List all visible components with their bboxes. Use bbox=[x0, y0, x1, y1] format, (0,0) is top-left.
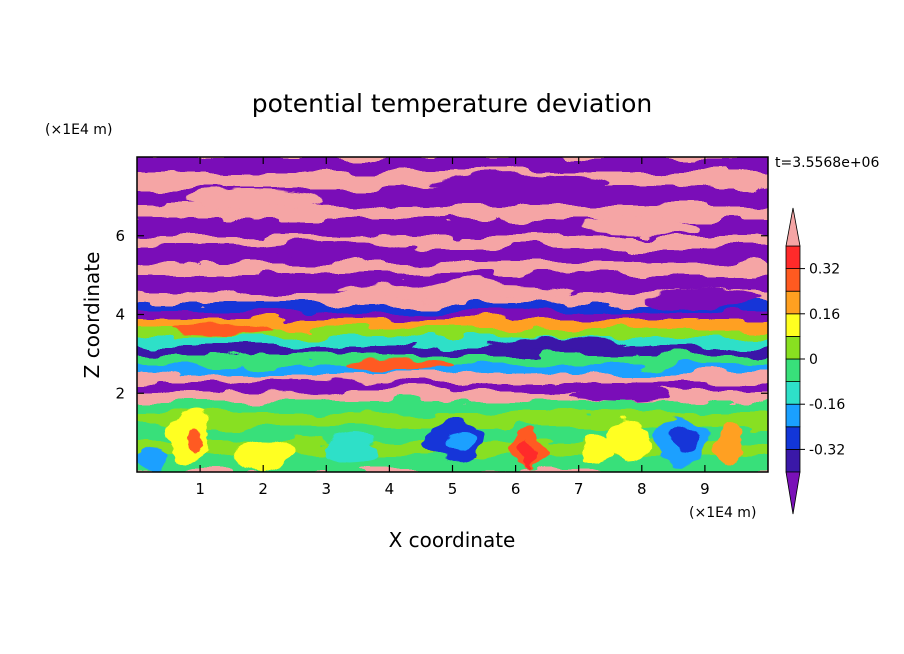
plot-field bbox=[137, 157, 768, 472]
field-band bbox=[137, 311, 768, 319]
field-band bbox=[137, 337, 768, 347]
x-axis-ticks: 1 2 3 4 5 6 7 8 9 bbox=[195, 157, 710, 498]
field-eddy bbox=[446, 431, 474, 449]
field-eddy bbox=[250, 243, 410, 257]
x-tick-label: 9 bbox=[700, 480, 710, 498]
field-band bbox=[137, 383, 768, 391]
field-band bbox=[137, 293, 768, 303]
field-eddy bbox=[170, 324, 270, 336]
field-band bbox=[137, 347, 768, 355]
x-tick-label: 4 bbox=[385, 480, 395, 498]
colorbar-segment bbox=[785, 290, 801, 315]
colorbar-segment bbox=[785, 403, 801, 428]
time-label: t=3.5568e+06 bbox=[775, 155, 879, 171]
field-band bbox=[137, 355, 768, 365]
x-tick-label: 3 bbox=[322, 480, 332, 498]
field-eddy bbox=[180, 191, 320, 209]
x-tick-label: 1 bbox=[195, 480, 205, 498]
field-eddy bbox=[430, 175, 610, 195]
field-eddy bbox=[137, 448, 166, 472]
colorbar-segment bbox=[785, 268, 801, 292]
colorbar-segment bbox=[785, 335, 801, 360]
field-band bbox=[137, 373, 768, 383]
x-unit-label: (×1E4 m) bbox=[689, 505, 756, 521]
colorbar-segment bbox=[785, 448, 801, 473]
colorbar-label: 0 bbox=[809, 352, 818, 368]
colorbar-segment bbox=[785, 245, 801, 270]
field-eddy bbox=[570, 389, 670, 401]
field-eddy bbox=[230, 378, 370, 392]
y-tick-label: 6 bbox=[115, 227, 125, 245]
field-band bbox=[137, 235, 768, 247]
colorbar-segment bbox=[785, 426, 801, 450]
field-band bbox=[137, 329, 768, 337]
field-eddy bbox=[340, 282, 580, 298]
chart-title: potential temperature deviation bbox=[252, 89, 652, 118]
colorbar: 0.32 0.16 0 -0.16 -0.32 bbox=[785, 207, 845, 515]
field-eddy bbox=[490, 338, 630, 352]
colorbar-label: 0.16 bbox=[809, 307, 840, 323]
field-band bbox=[137, 455, 768, 472]
colorbar-segment bbox=[785, 313, 801, 337]
y-axis-label: Z coordinate bbox=[80, 252, 104, 379]
field-band bbox=[137, 413, 768, 427]
field-band bbox=[137, 365, 768, 373]
y-tick-label: 2 bbox=[115, 384, 125, 402]
x-tick-label: 8 bbox=[637, 480, 647, 498]
field-band bbox=[137, 303, 768, 311]
colorbar-label: -0.32 bbox=[809, 442, 845, 458]
field-band bbox=[137, 391, 768, 401]
colorbar-label: 0.32 bbox=[809, 262, 840, 278]
x-axis-label: X coordinate bbox=[389, 528, 516, 552]
colorbar-label: -0.16 bbox=[809, 397, 845, 413]
field-eddy bbox=[232, 439, 292, 471]
x-tick-label: 5 bbox=[448, 480, 458, 498]
field-band bbox=[137, 247, 768, 263]
colorbar-extend-high bbox=[785, 207, 801, 247]
x-tick-label: 7 bbox=[574, 480, 584, 498]
field-eddy bbox=[322, 436, 382, 464]
y-tick-label: 4 bbox=[115, 306, 125, 324]
field-band bbox=[137, 205, 768, 219]
y-axis-ticks: 2 4 6 bbox=[115, 227, 768, 402]
colorbar-extend-low bbox=[785, 471, 801, 515]
field-band bbox=[137, 319, 768, 329]
field-eddy bbox=[716, 423, 744, 467]
field-eddy bbox=[190, 426, 206, 454]
field-eddy bbox=[580, 217, 700, 233]
field-eddy bbox=[640, 293, 760, 307]
field-band bbox=[137, 263, 768, 275]
field-band bbox=[137, 401, 768, 413]
y-unit-label: (×1E4 m) bbox=[45, 122, 112, 138]
field-eddy bbox=[345, 359, 455, 371]
colorbar-segment bbox=[785, 358, 801, 383]
field-eddy bbox=[606, 420, 650, 460]
colorbar-segment bbox=[785, 381, 801, 405]
field-eddy bbox=[579, 436, 611, 464]
field-eddy bbox=[670, 428, 698, 452]
field-eddy bbox=[521, 438, 535, 472]
x-tick-label: 6 bbox=[511, 480, 521, 498]
x-tick-label: 2 bbox=[258, 480, 268, 498]
